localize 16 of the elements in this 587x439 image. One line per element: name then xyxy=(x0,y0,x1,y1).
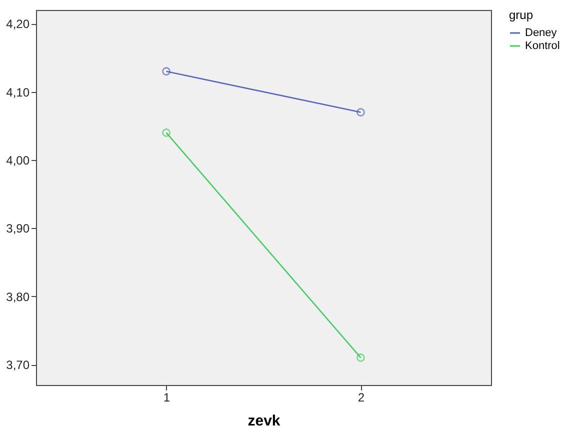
x-tick-label: 2 xyxy=(358,390,365,404)
point xyxy=(356,108,365,116)
x-axis-title: zevk xyxy=(248,412,281,430)
legend-label: Deney xyxy=(525,27,558,39)
point xyxy=(356,354,365,362)
y-tick-label: 4,10 xyxy=(6,85,30,100)
y-tick-label: 3,70 xyxy=(6,358,30,372)
point xyxy=(162,128,170,137)
y-tick-label: 4,20 xyxy=(6,17,30,32)
y-tick-label: 3,90 xyxy=(6,222,30,236)
x-tick-label: 1 xyxy=(163,390,170,404)
y-tick-label: 4,00 xyxy=(6,154,30,168)
legend-label: Kontrol xyxy=(525,40,560,52)
legend-title: grup xyxy=(509,8,534,22)
point xyxy=(162,67,170,76)
y-tick-label: 3,80 xyxy=(6,290,30,304)
